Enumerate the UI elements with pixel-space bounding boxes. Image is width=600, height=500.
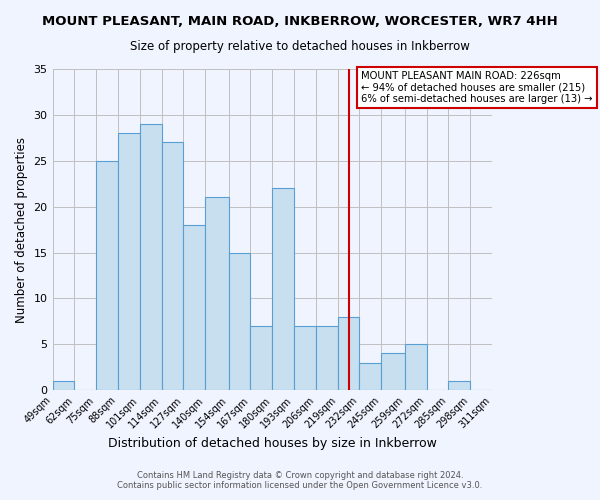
Bar bbox=[405, 344, 427, 390]
Text: MOUNT PLEASANT MAIN ROAD: 226sqm
← 94% of detached houses are smaller (215)
6% o: MOUNT PLEASANT MAIN ROAD: 226sqm ← 94% o… bbox=[361, 71, 593, 104]
Bar bbox=[205, 198, 229, 390]
Bar bbox=[161, 142, 184, 390]
Bar bbox=[96, 161, 118, 390]
Bar bbox=[53, 381, 74, 390]
Bar bbox=[316, 326, 338, 390]
Bar bbox=[250, 326, 272, 390]
Bar bbox=[272, 188, 294, 390]
Y-axis label: Number of detached properties: Number of detached properties bbox=[15, 136, 28, 322]
Bar bbox=[448, 381, 470, 390]
X-axis label: Distribution of detached houses by size in Inkberrow: Distribution of detached houses by size … bbox=[108, 437, 437, 450]
Text: Size of property relative to detached houses in Inkberrow: Size of property relative to detached ho… bbox=[130, 40, 470, 53]
Bar bbox=[294, 326, 316, 390]
Bar bbox=[184, 225, 205, 390]
Bar bbox=[229, 252, 250, 390]
Bar bbox=[381, 354, 405, 390]
Bar bbox=[338, 317, 359, 390]
Text: Contains HM Land Registry data © Crown copyright and database right 2024.
Contai: Contains HM Land Registry data © Crown c… bbox=[118, 470, 482, 490]
Bar bbox=[140, 124, 161, 390]
Bar bbox=[118, 133, 140, 390]
Bar bbox=[359, 362, 381, 390]
Text: MOUNT PLEASANT, MAIN ROAD, INKBERROW, WORCESTER, WR7 4HH: MOUNT PLEASANT, MAIN ROAD, INKBERROW, WO… bbox=[42, 15, 558, 28]
